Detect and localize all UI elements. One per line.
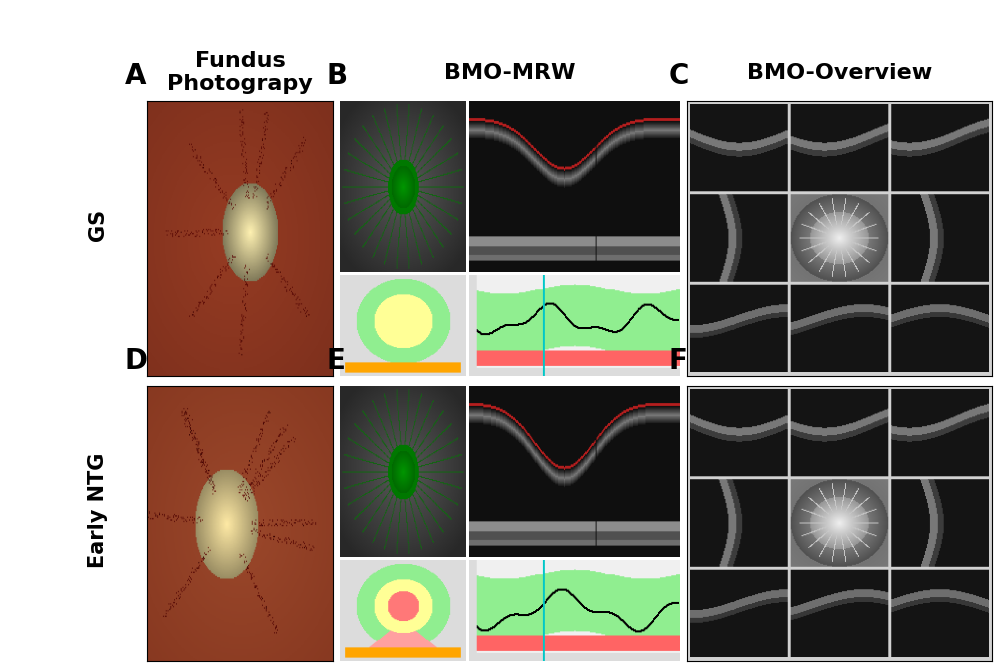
Text: Fundus
Photograpy: Fundus Photograpy [167, 51, 313, 94]
Text: E: E [327, 347, 346, 375]
Text: D: D [124, 347, 147, 375]
Text: BMO-Overview: BMO-Overview [746, 63, 932, 83]
Text: A: A [124, 62, 146, 90]
Text: Early NTG: Early NTG [87, 452, 107, 568]
Text: F: F [668, 347, 687, 375]
Text: B: B [327, 62, 348, 90]
Text: GS: GS [87, 209, 107, 241]
Text: C: C [668, 62, 688, 90]
Text: BMO-MRW: BMO-MRW [444, 63, 576, 83]
